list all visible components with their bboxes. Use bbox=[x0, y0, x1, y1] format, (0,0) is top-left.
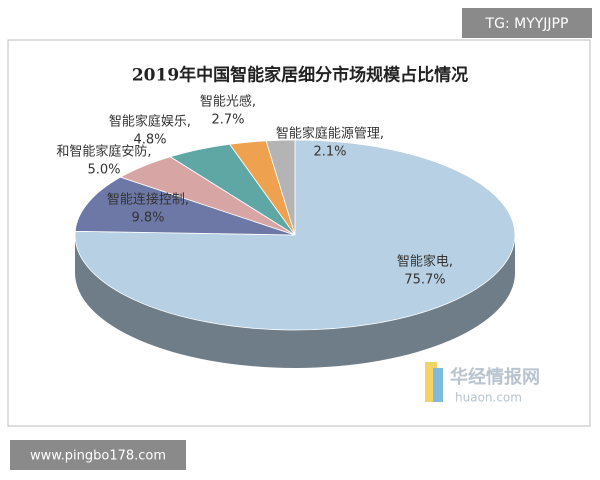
slice-label: 智能家电, bbox=[397, 254, 453, 270]
slice-label: 智能连接控制, bbox=[107, 192, 189, 208]
chart-title: 2019年中国智能家居细分市场规模占比情况 bbox=[132, 65, 468, 86]
watermark-box bbox=[10, 440, 186, 470]
value-label: 5.0% bbox=[87, 163, 120, 178]
brand-logo bbox=[433, 368, 443, 402]
value-label: 2.7% bbox=[211, 113, 244, 128]
slice-label: 智能家庭能源管理, bbox=[276, 126, 384, 142]
watermark-box bbox=[462, 8, 592, 38]
slice-side bbox=[75, 235, 515, 368]
slice-label: 和智能家庭安防, bbox=[56, 144, 151, 160]
pie: 智能家电, 75.7% 智能连接控制, 9.8% 和智能家庭安防, 5.0% 智能家庭娱乐,… bbox=[56, 94, 516, 368]
watermark-url: huaon.com bbox=[455, 391, 522, 405]
value-label: 9.8% bbox=[131, 211, 164, 226]
watermark-top: TG: MYYJJPP bbox=[485, 16, 569, 32]
value-label: 2.1% bbox=[313, 145, 346, 160]
slice bbox=[265, 139, 296, 236]
slice bbox=[74, 176, 296, 236]
slice-label: 智能光感, bbox=[200, 94, 256, 110]
value-label: 4.8% bbox=[133, 133, 166, 148]
watermark-bottom: www.pingbo178.com bbox=[30, 449, 166, 464]
watermark-brand: 华经情报网 bbox=[450, 366, 540, 388]
value-label: 75.7% bbox=[404, 273, 445, 288]
slice-label: 智能家庭娱乐, bbox=[109, 114, 191, 130]
